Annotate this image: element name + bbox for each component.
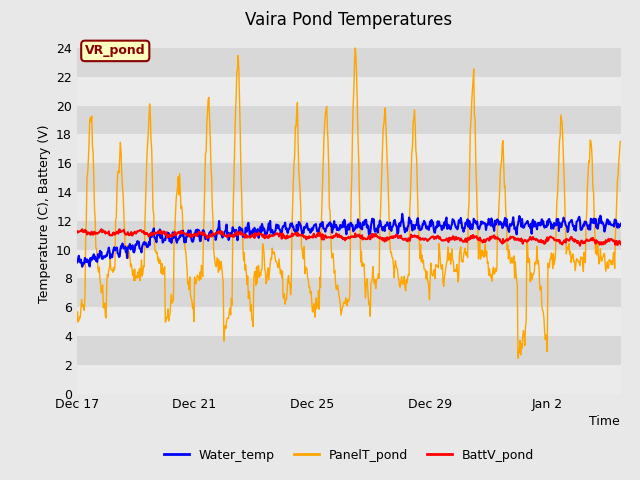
Bar [77,278,621,307]
Y-axis label: Temperature (C), Battery (V): Temperature (C), Battery (V) [38,124,51,303]
Title: Vaira Pond Temperatures: Vaira Pond Temperatures [245,11,452,29]
X-axis label: Time: Time [589,415,620,428]
Bar [77,48,621,77]
Bar [77,192,621,221]
Bar [77,365,621,394]
Text: VR_pond: VR_pond [85,44,145,58]
Bar [77,307,621,336]
Legend: Water_temp, PanelT_pond, BattV_pond: Water_temp, PanelT_pond, BattV_pond [159,444,539,467]
Bar [77,163,621,192]
Bar [77,106,621,134]
Bar [77,336,621,365]
Bar [77,250,621,278]
Bar [77,77,621,106]
Bar [77,221,621,250]
Bar [77,134,621,163]
